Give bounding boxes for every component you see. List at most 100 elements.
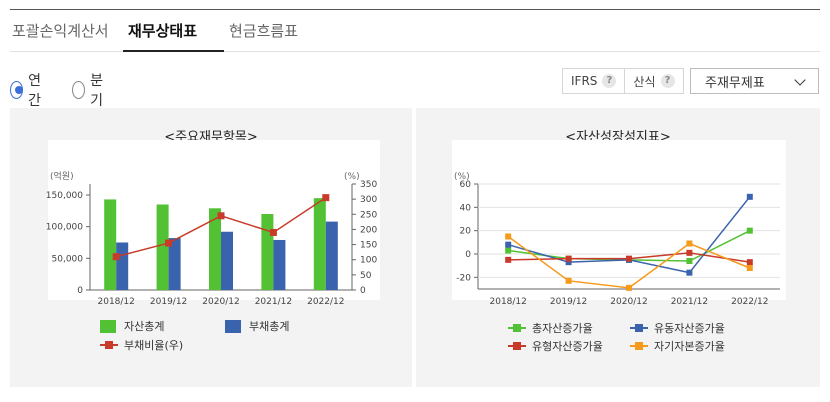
tab-income-statement[interactable]: 포괄손익계산서 (12, 22, 109, 40)
liabilities-bar (168, 238, 181, 290)
legend-total-assets: 총자산증가율 (508, 320, 593, 336)
radio-quarterly[interactable]: 분기 (72, 70, 108, 110)
right-tick-label: 250 (360, 210, 377, 220)
liabilities-bar (221, 231, 233, 290)
formula-label: 산식 (633, 74, 656, 89)
total-assets-growth-point (686, 258, 693, 264)
right-tick-label: 350 (360, 180, 377, 190)
x-tick-label: 2018/12 (98, 297, 135, 307)
asset-growth-panel: <자산성장성지표> (%) 60 40 20 0 -20 2018/12 2019/12 202… (416, 108, 820, 387)
legend-liabilities: 부채총계 (225, 318, 289, 334)
legend-assets-label: 자산총계 (124, 320, 165, 333)
y-tick-label: 60 (460, 180, 472, 190)
left-tick-label: 100,000 (46, 223, 83, 233)
legend-total-assets-label: 총자산증가율 (532, 322, 593, 335)
options-box: IFRS ? 산식 ? (562, 68, 684, 94)
x-tick-label: 2021/12 (255, 297, 292, 307)
x-tick-label: 2020/12 (202, 297, 239, 307)
legend-assets: 자산총계 (100, 318, 164, 334)
legend-current-assets-label: 유동자산증가율 (654, 322, 725, 335)
assets-bar (156, 204, 169, 290)
legend-swatch (100, 319, 116, 333)
tangible-assets-growth-point (565, 255, 572, 262)
equity-growth-point (565, 277, 572, 284)
formula-option[interactable]: 산식 ? (624, 69, 682, 93)
legend-equity: 자기자본증가율 (630, 338, 725, 354)
right-axis-unit-label: (%) (344, 172, 360, 182)
left-tick-label: 50,000 (52, 254, 84, 264)
debt-ratio-point (112, 253, 120, 261)
ifrs-label: IFRS (571, 74, 598, 88)
current-assets-growth-point (686, 269, 693, 276)
ifrs-option[interactable]: IFRS ? (563, 69, 624, 93)
x-tick-label: 2020/12 (610, 297, 647, 307)
legend-swatch (508, 341, 526, 351)
chevron-down-icon (794, 74, 806, 86)
y-tick-label: -20 (456, 273, 471, 283)
current-assets-growth-point (565, 259, 572, 266)
x-tick-label: 2022/12 (731, 297, 768, 307)
debt-ratio-point (165, 239, 173, 247)
financial-items-panel: <주요재무항목> (억원) (%) 150,000 100,000 50,000 0 350… (10, 108, 412, 387)
statement-tabs: 포괄손익계산서 재무상태표 현금흐름표 (10, 10, 820, 52)
x-tick-label: 2022/12 (307, 297, 344, 307)
left-axis-unit-label: (억원) (50, 170, 74, 182)
liabilities-bar (325, 221, 338, 290)
statement-type-select[interactable]: 주재무제표 (690, 68, 819, 94)
axis-unit-label: (%) (454, 172, 470, 182)
y-tick-label: 40 (460, 203, 472, 213)
total-assets-growth-point (746, 227, 753, 234)
tab-cash-flow[interactable]: 현금흐름표 (229, 22, 299, 40)
right-tick-label: 100 (360, 256, 377, 266)
y-tick-label: 20 (460, 227, 472, 237)
equity-growth-point (505, 233, 512, 240)
x-tick-label: 2019/12 (150, 297, 187, 307)
y-tick-label: 0 (465, 250, 471, 260)
legend-current-assets: 유동자산증가율 (630, 320, 725, 336)
help-icon[interactable]: ? (660, 74, 675, 88)
liabilities-bar (273, 239, 286, 290)
tab-balance-sheet[interactable]: 재무상태표 (128, 22, 198, 40)
radio-circle-icon (72, 81, 86, 99)
legend-tangible-assets: 유형자산증가율 (508, 338, 603, 354)
total-assets-growth-point (505, 247, 512, 254)
active-tab-indicator (123, 50, 224, 52)
x-tick-label: 2018/12 (490, 297, 527, 307)
left-tick-label: 0 (77, 286, 83, 296)
tangible-assets-growth-point (505, 256, 512, 263)
legend-swatch (225, 319, 241, 333)
help-icon[interactable]: ? (602, 74, 617, 88)
current-assets-growth-point (746, 193, 753, 200)
legend-tangible-assets-label: 유형자산증가율 (532, 340, 603, 353)
radio-annual[interactable]: 연간 (10, 70, 46, 110)
radio-quarterly-label: 분기 (90, 73, 103, 109)
legend-debt-ratio: 부채비율(우) (100, 337, 183, 353)
debt-ratio-point (269, 228, 277, 236)
debt-ratio-point (322, 194, 330, 202)
financial-items-chart: (억원) (%) 150,000 100,000 50,000 0 350 300 250 200… (46, 140, 380, 307)
equity-growth-point (686, 240, 693, 247)
assets-bar (209, 208, 221, 290)
equity-growth-point (626, 284, 632, 291)
assets-bar (104, 199, 117, 290)
legend-swatch (508, 323, 526, 333)
assets-bar (261, 214, 274, 290)
tangible-assets-growth-point (686, 249, 693, 256)
right-tick-label: 300 (360, 195, 377, 205)
right-tick-label: 200 (360, 225, 377, 235)
statement-type-value: 주재무제표 (705, 75, 765, 91)
assets-bar (313, 198, 326, 290)
radio-annual-label: 연간 (28, 73, 41, 109)
legend-debt-ratio-label: 부채비율(우) (124, 339, 184, 352)
plot-background (452, 140, 786, 300)
legend-liabilities-label: 부채총계 (249, 320, 290, 333)
tangible-assets-growth-point (626, 255, 632, 262)
right-tick-label: 150 (360, 241, 377, 251)
liabilities-bar (116, 242, 129, 290)
asset-growth-chart: (%)60 40 20 0 -20 2018/12 2019/12 2020/12 2021/1… (452, 140, 786, 307)
top-border (10, 9, 820, 10)
legend-swatch (100, 340, 118, 350)
x-tick-label: 2019/12 (550, 297, 587, 307)
current-assets-growth-point (505, 241, 512, 248)
tangible-assets-growth-point (746, 259, 753, 266)
